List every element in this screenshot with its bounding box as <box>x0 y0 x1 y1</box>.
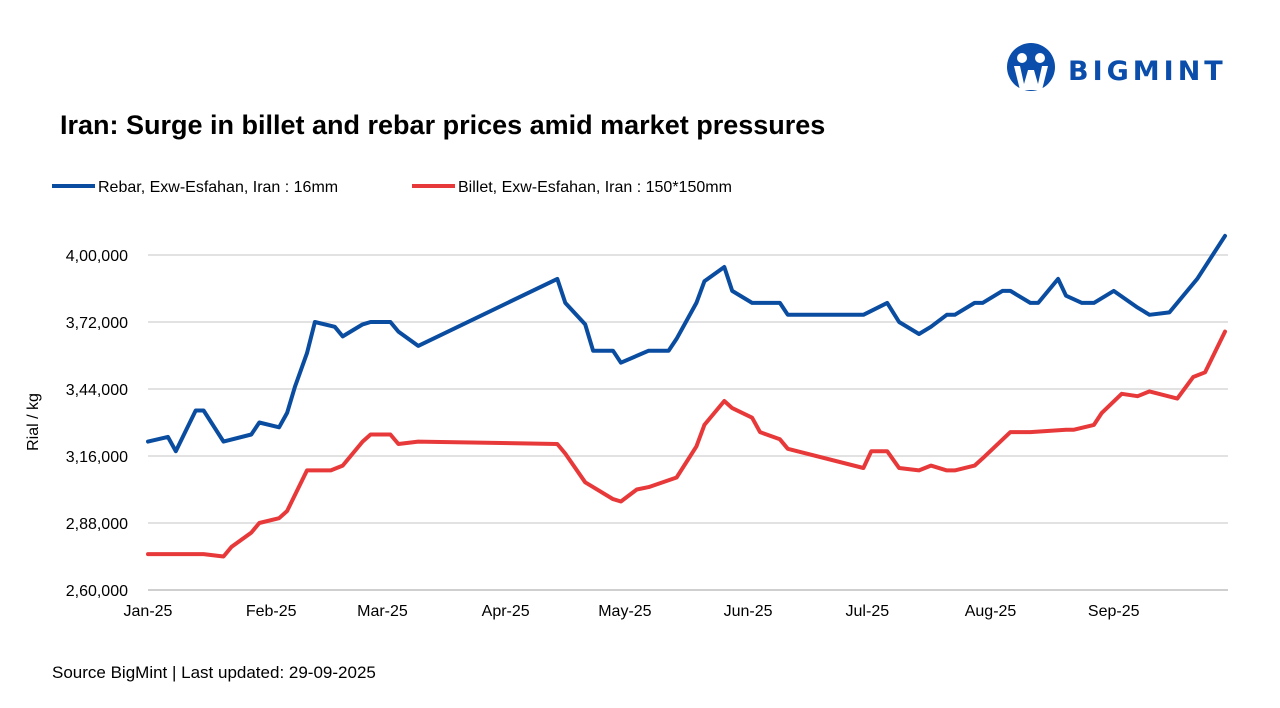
series-line-rebar <box>146 233 1227 454</box>
legend: Rebar, Exw-Esfahan, Iran : 16mm Billet, … <box>52 179 732 196</box>
source-note: Source BigMint | Last updated: 29-09-202… <box>52 663 376 682</box>
logo-text: BIGMINT <box>1068 56 1227 87</box>
y-tick-label: 3,72,000 <box>66 315 128 332</box>
x-tick-label: May-25 <box>598 603 651 620</box>
y-tick-label: 3,16,000 <box>66 449 128 466</box>
y-tick-label: 3,44,000 <box>66 382 128 399</box>
legend-label-billet: Billet, Exw-Esfahan, Iran : 150*150mm <box>458 179 732 196</box>
x-tick-label: Sep-25 <box>1088 603 1140 620</box>
x-tick-label: Jun-25 <box>724 603 773 620</box>
logo-person-right <box>1035 53 1045 63</box>
x-tick-labels: Jan-25 Feb-25 Mar-25 Apr-25 May-25 Jun-25 Jul-… <box>124 603 1140 620</box>
logo-person-left <box>1017 53 1027 63</box>
x-tick-label: Mar-25 <box>357 603 408 620</box>
logo-bodies <box>1014 66 1048 90</box>
x-tick-label: Aug-25 <box>965 603 1017 620</box>
y-tick-label: 2,88,000 <box>66 516 128 533</box>
chart-title: Iran: Surge in billet and rebar prices a… <box>60 110 825 140</box>
y-tick-label: 4,00,000 <box>66 248 128 265</box>
x-tick-label: Apr-25 <box>482 603 530 620</box>
x-tick-label: Jul-25 <box>846 603 890 620</box>
series-lines <box>146 233 1227 559</box>
y-axis-label: Rial / kg <box>25 393 42 451</box>
bigmint-logo: BIGMINT <box>1007 43 1227 91</box>
x-tick-label: Feb-25 <box>246 603 297 620</box>
y-tick-labels: 2,60,000 2,88,000 3,16,000 3,44,000 3,72,000… <box>66 248 128 600</box>
y-tick-label: 2,60,000 <box>66 583 128 600</box>
x-tick-label: Jan-25 <box>124 603 173 620</box>
legend-label-rebar: Rebar, Exw-Esfahan, Iran : 16mm <box>98 179 338 196</box>
